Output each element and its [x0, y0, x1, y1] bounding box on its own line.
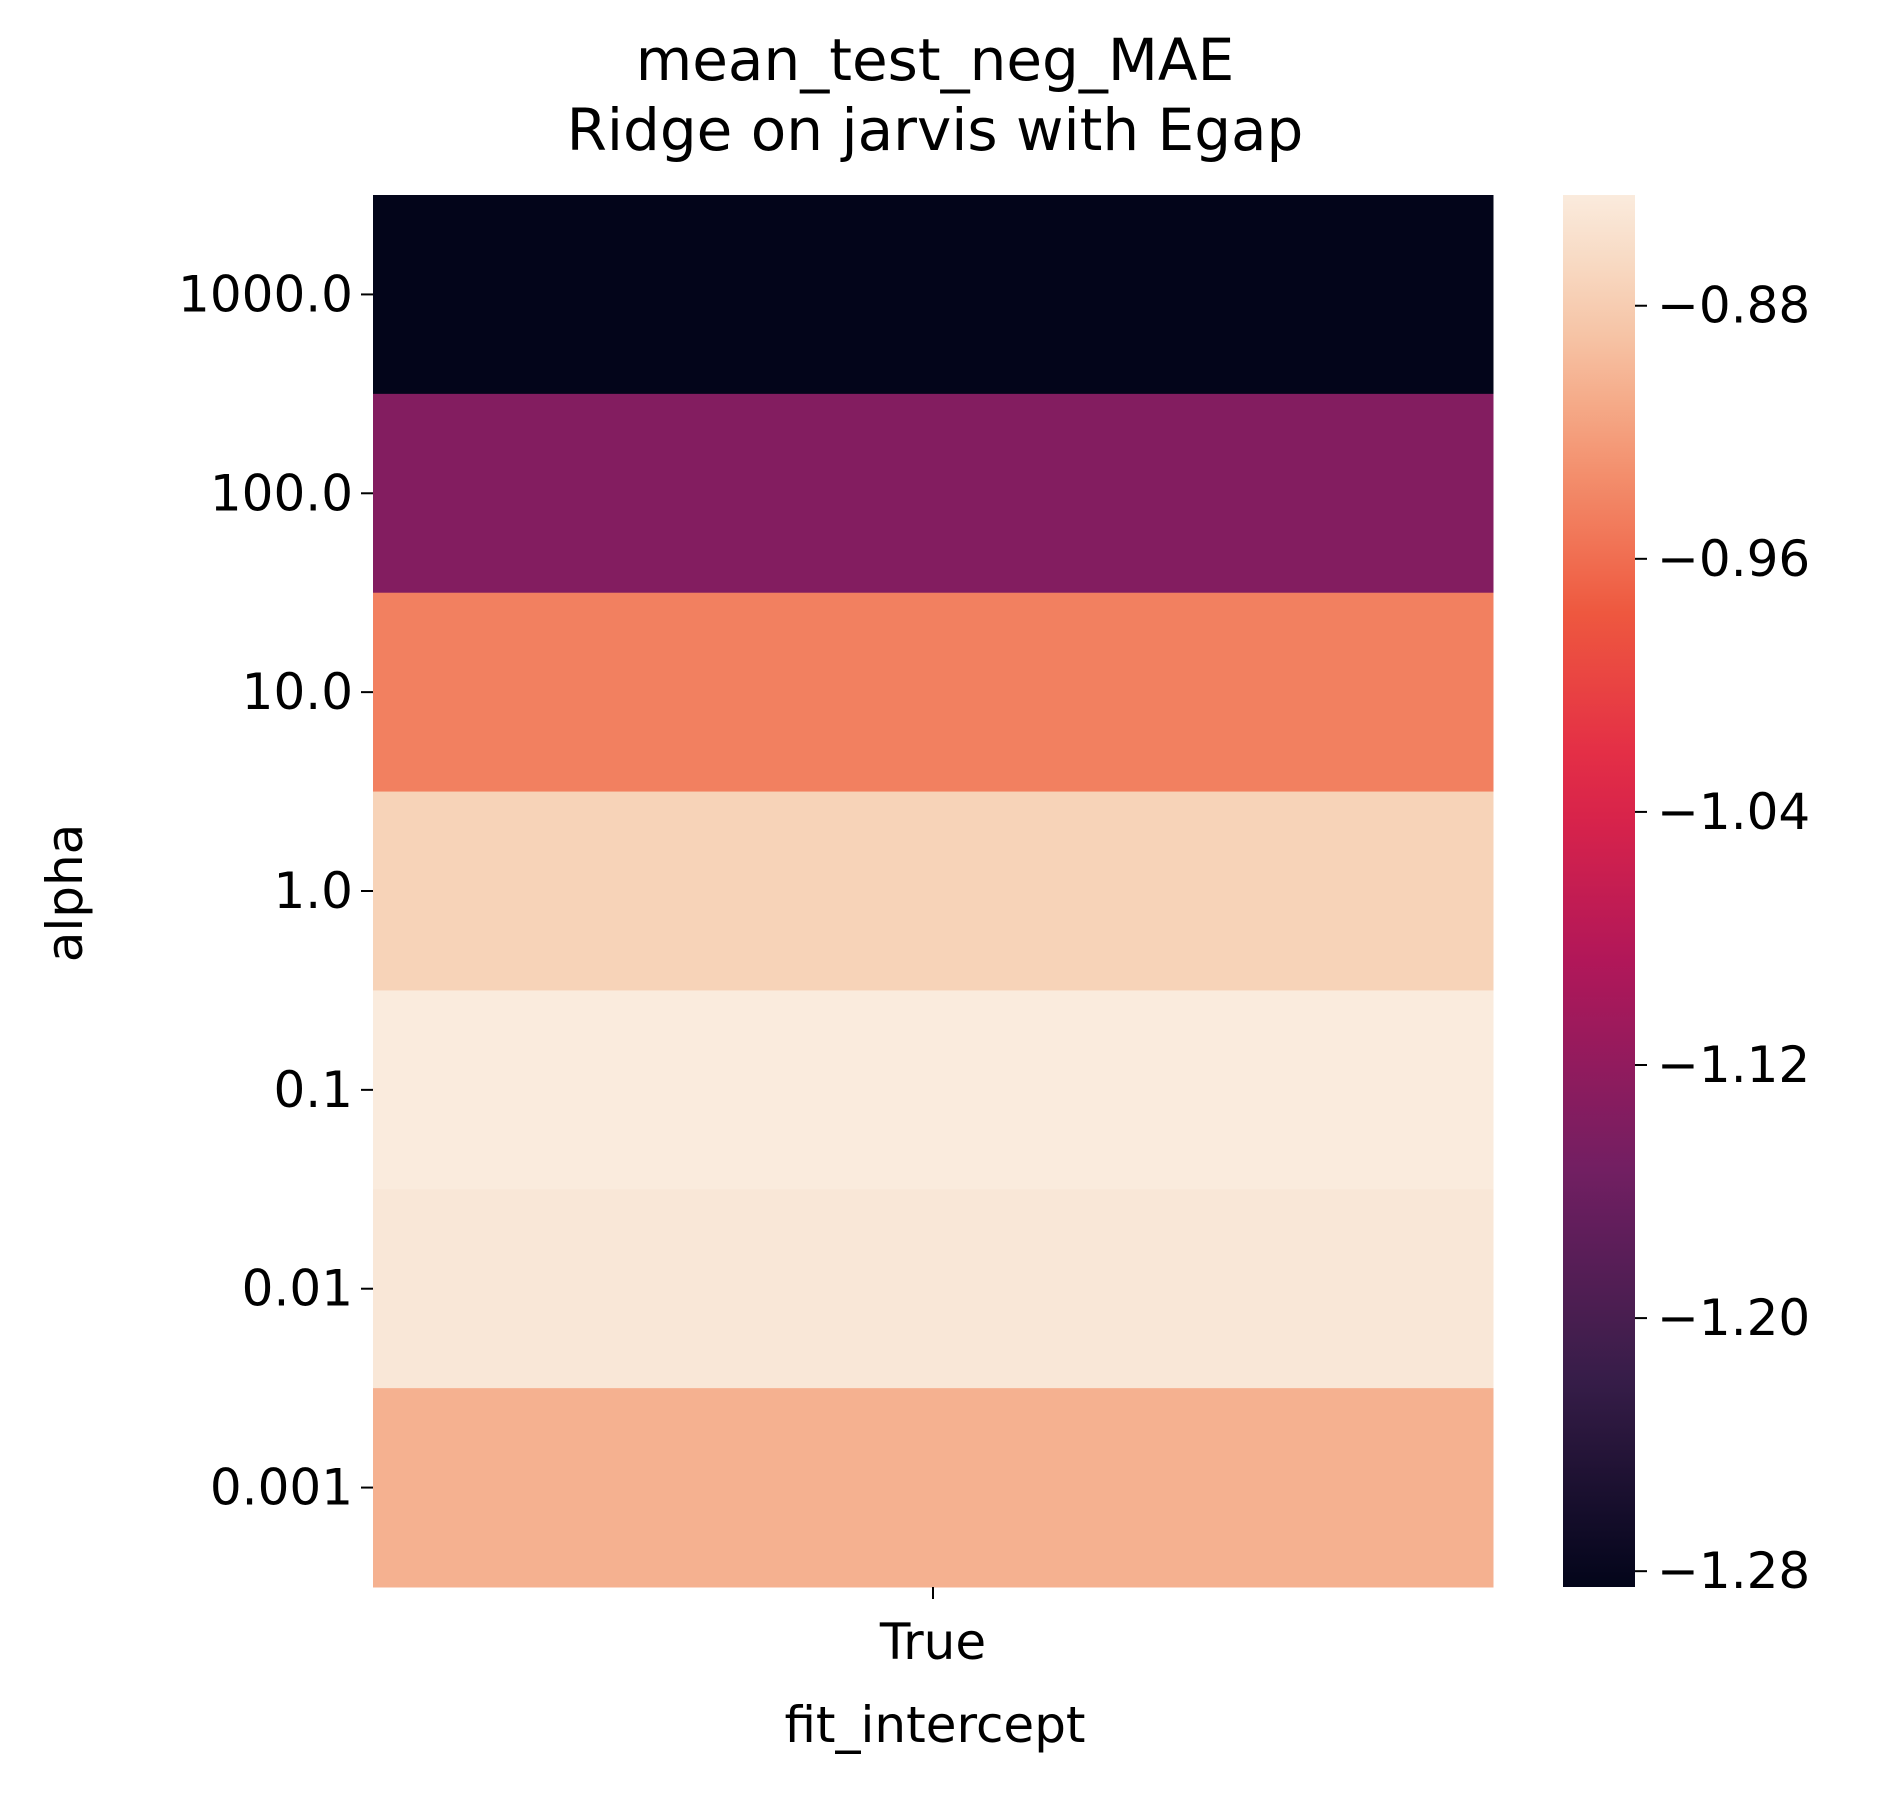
colorbar-ticks: −0.88 −0.96 −1.04 −1.12 −1.20 −1.28	[1635, 277, 1810, 1600]
y-axis-label: alpha	[36, 824, 94, 963]
chart-subtitle: Ridge on jarvis with Egap	[567, 96, 1304, 164]
y-axis-ticks: 1000.0 100.0 10.0 1.0 0.1 0.01 0.001	[178, 265, 373, 1517]
x-tick-label: True	[879, 1613, 986, 1671]
colorbar-tick-label: −1.20	[1657, 1289, 1810, 1347]
colorbar-tick-label: −1.28	[1657, 1542, 1810, 1600]
colorbar-tick-label: −1.04	[1657, 783, 1810, 841]
heatmap-cell	[373, 990, 1494, 1190]
colorbar	[1563, 195, 1635, 1587]
colorbar-tick-label: −0.88	[1657, 277, 1810, 335]
heatmap-cell	[373, 195, 1494, 395]
y-tick-label: 1.0	[273, 862, 353, 920]
y-tick-label: 100.0	[210, 464, 353, 522]
heatmap-cell	[373, 1189, 1494, 1389]
heatmap-cells	[373, 195, 1494, 1588]
y-tick-label: 0.1	[273, 1061, 353, 1119]
y-tick-label: 1000.0	[178, 265, 353, 323]
y-tick-label: 0.001	[210, 1459, 353, 1517]
heatmap-cell	[373, 1388, 1494, 1588]
heatmap-cell	[373, 393, 1494, 594]
colorbar-tick-label: −0.96	[1657, 530, 1810, 588]
y-tick-label: 10.0	[242, 663, 353, 721]
y-tick-label: 0.01	[242, 1260, 353, 1318]
x-axis-ticks: True	[879, 1587, 986, 1671]
heatmap-cell	[373, 592, 1494, 793]
x-axis-label: fit_intercept	[784, 1696, 1085, 1754]
colorbar-tick-label: −1.12	[1657, 1036, 1810, 1094]
heatmap-cell	[373, 791, 1494, 991]
chart-title: mean_test_neg_MAE	[636, 26, 1235, 94]
